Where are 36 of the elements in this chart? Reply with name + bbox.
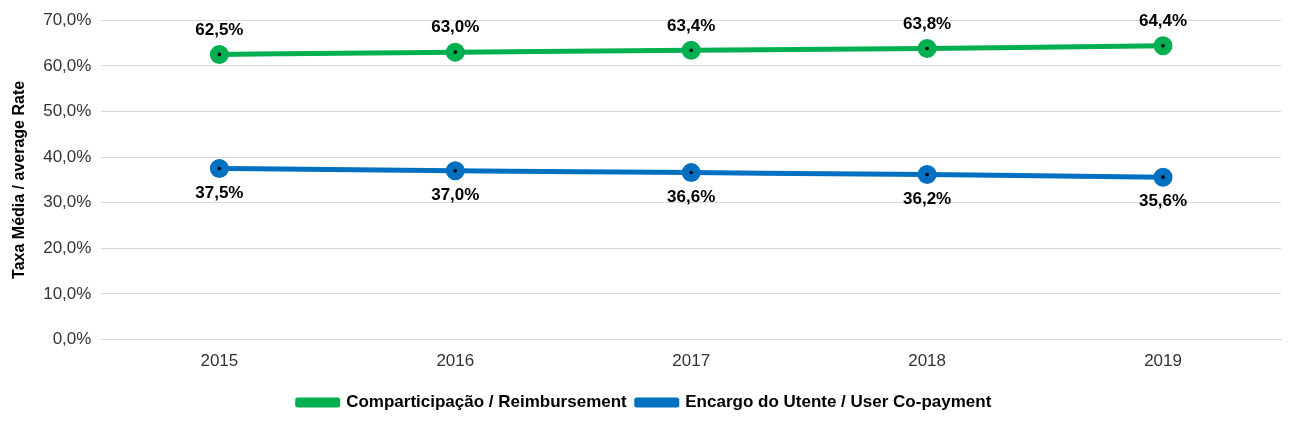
y-tick-label: 60,0% <box>43 55 92 75</box>
point <box>209 158 229 178</box>
data-label: 63,4% <box>667 15 716 35</box>
y-axis-title: Taxa Média / average Rate <box>10 80 28 279</box>
data-label: 35,6% <box>1138 191 1188 211</box>
point <box>209 44 229 64</box>
y-tick-label: 30,0% <box>43 192 92 212</box>
data-label: 62,5% <box>195 19 244 39</box>
legend-label: Comparticipação / Reimbursement <box>346 392 628 412</box>
point <box>445 161 465 181</box>
data-label: 36,6% <box>667 186 716 206</box>
point <box>917 164 937 184</box>
y-tick-label: 70,0% <box>43 9 92 29</box>
point <box>445 42 465 62</box>
y-tick-label: 20,0% <box>43 238 92 258</box>
y-tick-label: 50,0% <box>43 101 92 121</box>
point <box>917 38 937 58</box>
data-label: 37,0% <box>431 184 480 204</box>
point <box>681 40 701 60</box>
data-label: 63,0% <box>431 17 480 37</box>
data-label: 63,8% <box>903 13 952 33</box>
point <box>681 163 701 183</box>
data-label: 36,2% <box>903 188 952 208</box>
data-label: 37,5% <box>195 182 244 202</box>
data-label: 64,4% <box>1138 10 1188 30</box>
x-tick-label: 2018 <box>908 351 947 371</box>
point <box>1153 167 1173 187</box>
y-tick-label: 10,0% <box>43 283 92 303</box>
x-tick-label: 2019 <box>1144 351 1182 371</box>
legend-label: Encargo do Utente / User Co-payment <box>685 392 992 412</box>
x-tick-label: 2016 <box>436 351 475 371</box>
point <box>1153 36 1173 56</box>
x-tick-label: 2017 <box>672 351 711 371</box>
y-tick-label: 40,0% <box>43 146 92 166</box>
y-tick-label: 0,0% <box>52 329 92 349</box>
x-tick-label: 2015 <box>200 351 239 371</box>
